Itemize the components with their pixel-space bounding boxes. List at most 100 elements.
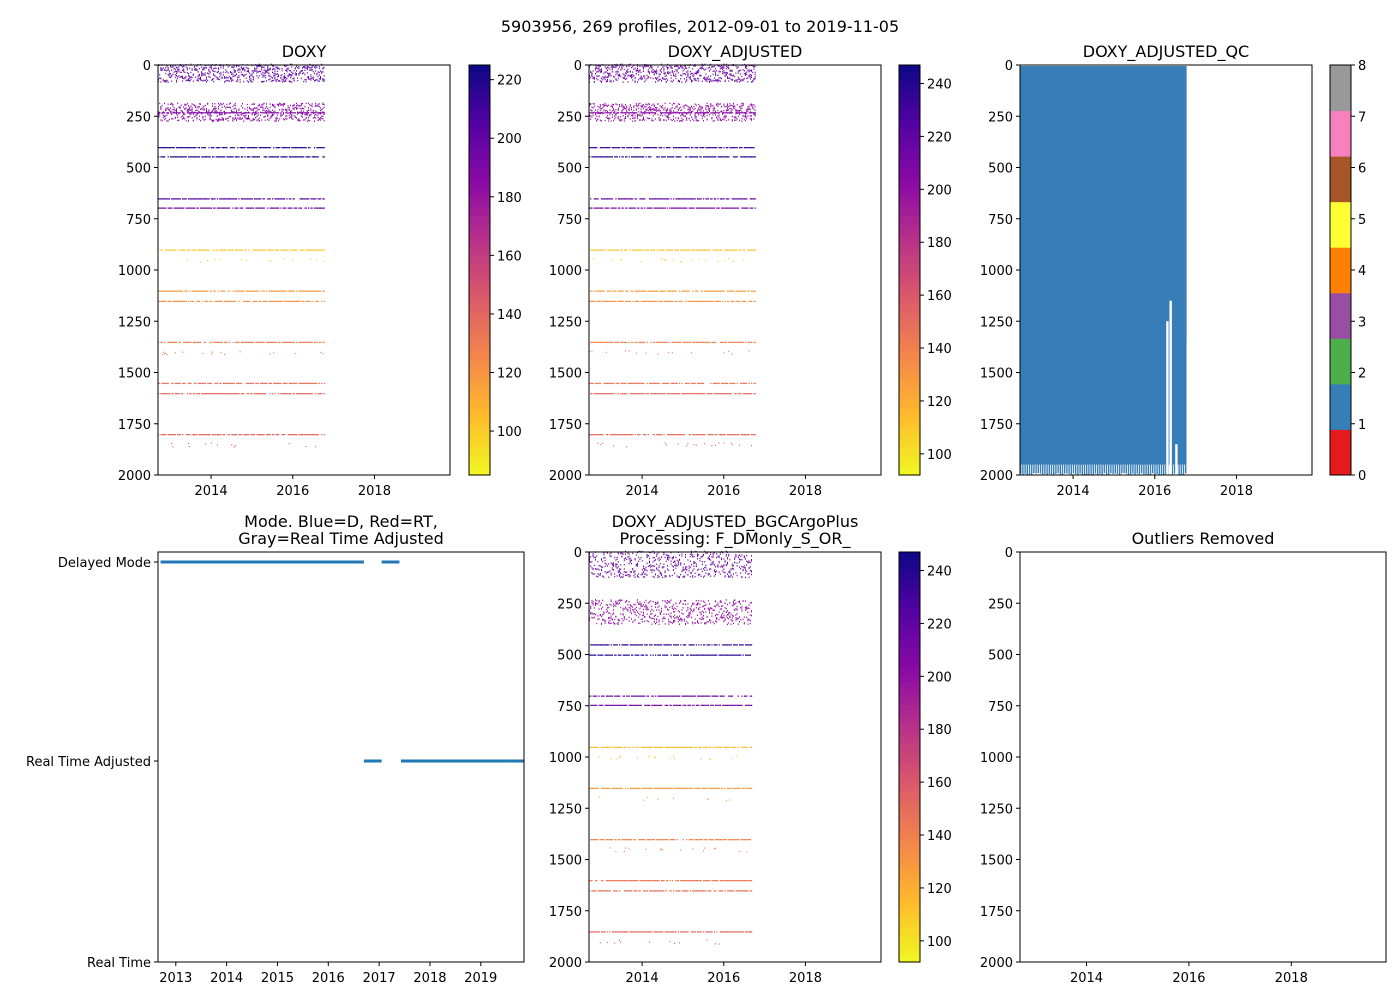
data-point — [601, 112, 603, 114]
data-point — [204, 290, 206, 292]
data-point — [272, 79, 273, 82]
data-point — [737, 109, 739, 112]
data-point — [186, 112, 188, 114]
data-point — [297, 156, 299, 158]
data-point — [216, 434, 218, 436]
data-point — [168, 74, 170, 76]
data-point — [617, 290, 619, 292]
data-point — [267, 115, 269, 117]
data-point — [298, 300, 300, 303]
data-point — [634, 81, 636, 83]
data-point — [634, 198, 636, 200]
data-point — [323, 341, 325, 344]
data-point — [270, 63, 272, 66]
data-point — [617, 68, 619, 70]
data-point — [322, 207, 324, 209]
data-point — [656, 78, 658, 81]
data-point — [697, 119, 698, 122]
data-point — [691, 198, 693, 200]
data-point — [207, 434, 209, 436]
data-point — [281, 290, 283, 292]
data-point — [230, 300, 232, 303]
data-point — [258, 393, 260, 395]
data-point — [188, 116, 189, 118]
data-point — [299, 290, 301, 292]
data-point — [161, 434, 163, 436]
data-point — [274, 105, 276, 108]
data-point — [604, 147, 606, 149]
data-point — [322, 79, 324, 82]
data-point — [727, 198, 729, 200]
data-point — [270, 76, 272, 78]
data-point — [727, 147, 729, 149]
depth-layer — [590, 290, 756, 292]
data-point — [323, 80, 325, 82]
data-point — [621, 67, 623, 69]
data-point — [669, 156, 671, 158]
data-point — [167, 341, 169, 344]
data-point — [291, 81, 293, 83]
data-point — [252, 108, 254, 111]
data-point — [723, 65, 725, 67]
data-point — [650, 249, 652, 251]
data-point — [308, 249, 310, 251]
data-point — [707, 300, 709, 303]
data-point — [695, 118, 697, 120]
data-point — [300, 393, 302, 395]
data-point — [284, 119, 285, 121]
data-point — [634, 147, 636, 149]
data-point — [214, 300, 216, 303]
data-point — [258, 249, 260, 251]
data-point — [215, 111, 217, 113]
data-point — [177, 382, 179, 385]
data-point — [315, 382, 317, 385]
data-point — [717, 290, 719, 292]
data-point — [228, 300, 230, 303]
data-point — [651, 108, 653, 111]
data-point — [692, 110, 694, 113]
data-point — [159, 198, 161, 200]
data-point — [605, 156, 607, 158]
data-point — [294, 106, 296, 109]
data-point — [633, 106, 635, 108]
data-point — [230, 147, 232, 149]
data-point — [285, 341, 287, 344]
data-point — [626, 73, 628, 75]
data-point — [321, 112, 323, 114]
data-point — [667, 115, 668, 117]
data-point — [256, 119, 258, 122]
data-point — [287, 341, 289, 344]
data-point — [694, 156, 696, 158]
colorbar-segment — [469, 358, 490, 367]
data-point — [737, 78, 739, 81]
data-point — [608, 112, 610, 114]
data-point — [610, 79, 612, 82]
data-point — [252, 119, 254, 121]
data-point — [682, 72, 684, 75]
data-point — [252, 70, 254, 73]
data-point — [172, 290, 174, 292]
data-point — [202, 74, 204, 76]
data-point — [743, 198, 745, 200]
data-point — [179, 382, 181, 385]
data-point — [650, 66, 652, 68]
data-point — [218, 119, 219, 122]
data-point — [670, 74, 672, 77]
data-point — [268, 341, 270, 344]
data-point — [595, 112, 597, 114]
data-point — [625, 249, 627, 251]
data-point — [724, 260, 726, 262]
data-point — [182, 112, 184, 114]
data-point — [311, 68, 313, 71]
data-point — [644, 75, 646, 77]
data-point — [736, 198, 738, 200]
data-point — [282, 147, 284, 149]
data-point — [649, 103, 650, 105]
data-point — [252, 300, 254, 303]
data-point — [220, 156, 222, 158]
data-point — [727, 290, 729, 292]
data-point — [285, 382, 287, 385]
data-point — [653, 108, 655, 110]
data-point — [743, 207, 745, 209]
